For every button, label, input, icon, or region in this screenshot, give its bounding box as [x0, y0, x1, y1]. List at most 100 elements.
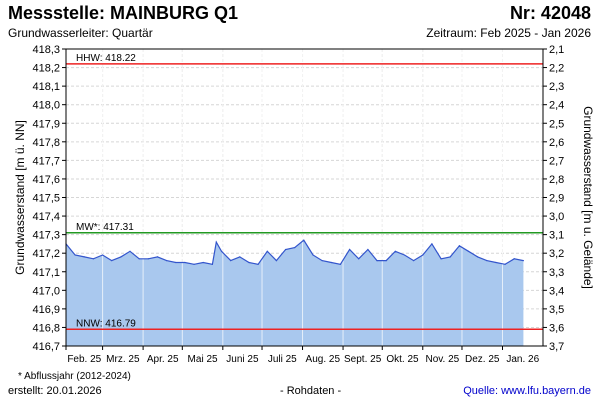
data-point [156, 256, 159, 258]
y-tick-label: 417,3 [32, 230, 60, 242]
data-point [394, 250, 396, 252]
data-point [449, 256, 451, 258]
y-axis-label-left: Grundwasserstand [m ü. NN] [13, 120, 27, 275]
y-tick-label: 417,2 [32, 248, 60, 260]
x-tick-label: Apr. 25 [147, 354, 179, 365]
data-point [522, 260, 524, 262]
y-tick-label-right: 2,5 [549, 118, 564, 130]
x-axis: Feb. 25 Mrz. 25 Apr. 25 Mai 25 Juni 25 Juli 2… [65, 346, 540, 365]
created-date: erstellt: 20.01.2026 [8, 385, 102, 397]
data-point [257, 263, 259, 265]
data-point [477, 256, 479, 258]
y-tick-label: 418,3 [32, 44, 60, 56]
data-point [294, 247, 296, 249]
reference-line-label: HHW: 418.22 [76, 53, 136, 64]
x-tick-label: Sept. 25 [344, 354, 382, 365]
data-point [312, 254, 314, 256]
source-link[interactable]: Quelle: www.lfu.bayern.de [463, 385, 591, 397]
data-point [348, 248, 351, 251]
data-point [266, 250, 268, 252]
station-number: Nr: 42048 [509, 3, 591, 23]
left-axis: 418,3 418,2 418,1 418,0 417,9 417,8 417,7 417,6… [32, 44, 66, 353]
reference-lines: HHW: 418.22 MW*: 417.31 NNW: 416.79 [66, 53, 543, 331]
data-point [184, 261, 186, 264]
y-tick-label-right: 2,2 [549, 63, 564, 75]
y-tick-label-right: 3,1 [549, 230, 564, 242]
y-tick-label-right: 3,7 [549, 341, 564, 353]
y-tick-label-right: 2,4 [549, 100, 564, 112]
y-tick-label: 418,2 [32, 63, 60, 75]
y-tick-label-right: 2,9 [549, 193, 564, 205]
y-tick-label-right: 3,0 [549, 211, 564, 223]
data-point [83, 256, 85, 258]
y-tick-label: 417,1 [32, 267, 60, 279]
data-point [211, 263, 213, 265]
data-point [230, 260, 232, 262]
y-tick-label: 418,0 [32, 100, 60, 112]
y-tick-label-right: 2,1 [549, 44, 564, 56]
y-tick-label: 418,1 [32, 81, 60, 93]
data-point [220, 250, 223, 252]
data-point [129, 250, 131, 252]
y-tick-label-right: 2,7 [549, 155, 564, 167]
y-tick-label: 416,9 [32, 304, 60, 316]
y-tick-label-right: 3,5 [549, 304, 564, 316]
data-point [330, 261, 332, 264]
data-point [202, 261, 204, 264]
data-point [467, 250, 470, 252]
y-tick-label: 417,5 [32, 193, 60, 205]
data-point [422, 254, 424, 256]
data-point [138, 258, 140, 260]
series-area-fill [66, 240, 524, 346]
y-tick-label: 417,8 [32, 137, 60, 149]
x-tick-label: Juli 25 [268, 354, 297, 365]
reference-line-label: MW*: 417.31 [76, 222, 134, 233]
data-point [175, 261, 177, 264]
data-point [215, 241, 217, 243]
x-tick-label: Nov. 25 [426, 354, 460, 365]
y-axis-label-right: Grundwasserstand [m u. Gelände] [581, 106, 595, 289]
data-point [440, 258, 442, 260]
data-point [303, 239, 305, 241]
period-label: Zeitraum: Feb 2025 - Jan 2026 [426, 26, 591, 40]
data-point [166, 260, 168, 262]
y-tick-label-right: 3,3 [549, 267, 564, 279]
y-tick-label-right: 2,3 [549, 81, 564, 93]
data-point [431, 243, 433, 245]
y-tick-label: 417,9 [32, 118, 60, 130]
reference-line-label: NNW: 416.79 [76, 318, 136, 329]
y-tick-label-right: 2,6 [549, 137, 564, 149]
y-tick-label: 416,8 [32, 322, 60, 334]
data-point [284, 248, 287, 251]
data-point [513, 258, 515, 260]
data-point [275, 260, 278, 262]
right-axis: 2,1 2,2 2,3 2,4 2,5 2,6 2,7 2,8 2,9 3,0 3,1 3,2 3,3 3… [543, 44, 564, 353]
data-point [101, 254, 104, 256]
data-point [193, 263, 195, 265]
y-tick-label-right: 3,6 [549, 322, 564, 334]
y-tick-label-right: 2,8 [549, 174, 564, 186]
data-point [403, 254, 406, 256]
data-point [111, 260, 113, 262]
raw-data-note: - Rohdaten - [280, 385, 342, 397]
data-point [74, 254, 76, 256]
data-point [358, 258, 360, 260]
y-tick-label-right: 3,4 [549, 285, 564, 297]
y-tick-label: 417,0 [32, 285, 60, 297]
data-point [120, 256, 122, 258]
data-point [248, 261, 250, 264]
x-tick-label: Mai 25 [188, 354, 218, 365]
series-line [65, 239, 524, 266]
x-tick-label: Mrz. 25 [106, 354, 140, 365]
data-point [486, 260, 488, 262]
data-series [65, 49, 524, 346]
data-point [385, 260, 387, 262]
data-point [458, 245, 460, 247]
x-tick-label: Dez. 25 [465, 354, 500, 365]
data-point [413, 260, 415, 262]
data-point [92, 258, 95, 260]
data-point [376, 260, 378, 262]
aquifer-label: Grundwasserleiter: Quartär [8, 26, 153, 40]
data-point [367, 248, 369, 251]
